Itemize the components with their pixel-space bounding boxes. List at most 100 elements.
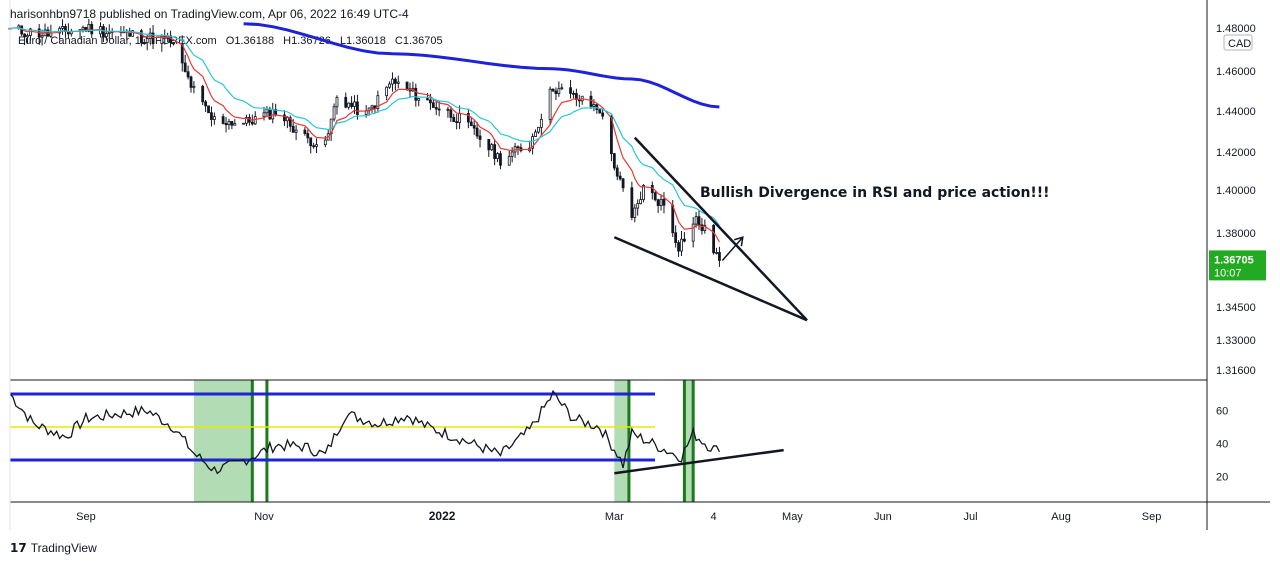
candle-body xyxy=(598,109,602,114)
ohlc-open: O1.36188 xyxy=(225,35,275,47)
chart-annotation: Bullish Divergence in RSI and price acti… xyxy=(700,185,1050,201)
candle-body xyxy=(142,42,146,44)
rsi-line xyxy=(9,389,720,475)
price-tick-label: 1.31600 xyxy=(1216,365,1256,377)
candle-body xyxy=(230,121,234,126)
candle-body xyxy=(186,71,190,78)
candle-body xyxy=(385,86,389,97)
rsi-tick-label: 20 xyxy=(1216,472,1228,484)
candle-body xyxy=(414,87,418,101)
countdown-label: 10:07 xyxy=(1214,267,1242,279)
candle-body xyxy=(677,242,680,252)
candle-body xyxy=(499,153,502,166)
footer: 17 TradingView xyxy=(10,541,97,555)
price-tick-label: 1.48000 xyxy=(1216,23,1256,35)
candle-body xyxy=(221,116,225,124)
time-tick-label: Aug xyxy=(1051,511,1071,523)
candle-body xyxy=(107,31,111,34)
candle-body xyxy=(312,145,316,148)
candle-body xyxy=(601,112,605,117)
candle-body xyxy=(417,98,421,101)
ohlc-close: C1.36705 xyxy=(394,35,443,47)
candle-body xyxy=(507,155,511,166)
candle-body xyxy=(271,109,275,120)
tradingview-logo-icon: 17 xyxy=(10,541,27,555)
candle-body xyxy=(466,113,470,123)
candle-body xyxy=(621,178,625,189)
candle-body xyxy=(265,108,269,114)
candle-body xyxy=(335,96,339,108)
wedge-upper-line xyxy=(633,136,808,322)
candle-body xyxy=(344,96,348,108)
candle-body xyxy=(703,224,707,231)
price-tick-label: 1.46000 xyxy=(1216,66,1256,78)
candle-body xyxy=(595,104,599,111)
rsi-marker-line xyxy=(250,380,254,502)
candle-body xyxy=(639,199,643,205)
candle-body xyxy=(478,135,482,140)
candle-body xyxy=(283,114,286,122)
publish-header: harisonhbn9718 published on TradingView.… xyxy=(10,7,409,21)
candle-body xyxy=(26,35,29,38)
candle-body xyxy=(531,136,534,149)
candle-body xyxy=(472,125,476,129)
price-tick-label: 1.38000 xyxy=(1216,228,1256,240)
currency-box xyxy=(1223,34,1253,51)
ema-fast-line xyxy=(9,27,720,243)
candle-body xyxy=(405,81,409,90)
sma-slow-line xyxy=(243,22,720,109)
candle-body xyxy=(455,121,459,124)
brand-name: TradingView xyxy=(30,541,97,555)
rsi-marker-line xyxy=(682,380,686,502)
time-tick-label: Mar xyxy=(605,511,624,523)
candle-body xyxy=(139,30,143,43)
candle-body xyxy=(227,121,231,126)
time-tick-label: Sep xyxy=(76,511,96,523)
candle-body xyxy=(393,78,397,84)
candle-body xyxy=(560,87,564,90)
candle-body xyxy=(539,118,543,128)
price-tick-label: 1.34500 xyxy=(1216,302,1256,314)
candle-body xyxy=(356,101,359,115)
candle-body xyxy=(262,112,266,117)
candle-body xyxy=(656,199,660,206)
price-tick-label: 1.44000 xyxy=(1216,106,1256,118)
candle-body xyxy=(718,252,721,261)
candle-body xyxy=(207,105,210,114)
candle-body xyxy=(294,129,298,133)
candle-body xyxy=(250,121,254,125)
ema-mid-line xyxy=(9,27,720,226)
candle-body xyxy=(610,115,613,155)
candle-body xyxy=(452,117,456,123)
candle-body xyxy=(554,90,558,94)
candle-body xyxy=(40,35,44,38)
candle-body xyxy=(303,129,307,134)
candle-body xyxy=(475,127,479,137)
candle-body xyxy=(496,153,499,159)
candle-body xyxy=(671,204,675,234)
wedge-lower-line xyxy=(613,236,808,322)
candle-body xyxy=(151,32,155,44)
candle-body xyxy=(683,238,686,242)
candle-body xyxy=(396,81,400,84)
candle-body xyxy=(145,38,149,43)
candle-body xyxy=(534,131,537,137)
candle-body xyxy=(253,116,257,125)
price-tick-label: 1.40000 xyxy=(1216,185,1256,197)
candle-body xyxy=(569,87,572,94)
candle-body xyxy=(29,28,32,36)
candle-body xyxy=(347,102,351,108)
candle-body xyxy=(309,137,313,147)
candle-body xyxy=(332,106,336,120)
candle-body xyxy=(618,175,622,180)
candle-body xyxy=(615,167,619,177)
candle-body xyxy=(589,95,593,107)
candle-body xyxy=(458,113,462,123)
time-tick-label: Nov xyxy=(254,511,274,523)
candle-body xyxy=(700,224,704,231)
candle-body xyxy=(674,232,678,243)
rsi-trendline xyxy=(614,448,784,475)
candle-body xyxy=(87,24,91,32)
candle-body xyxy=(61,26,64,29)
